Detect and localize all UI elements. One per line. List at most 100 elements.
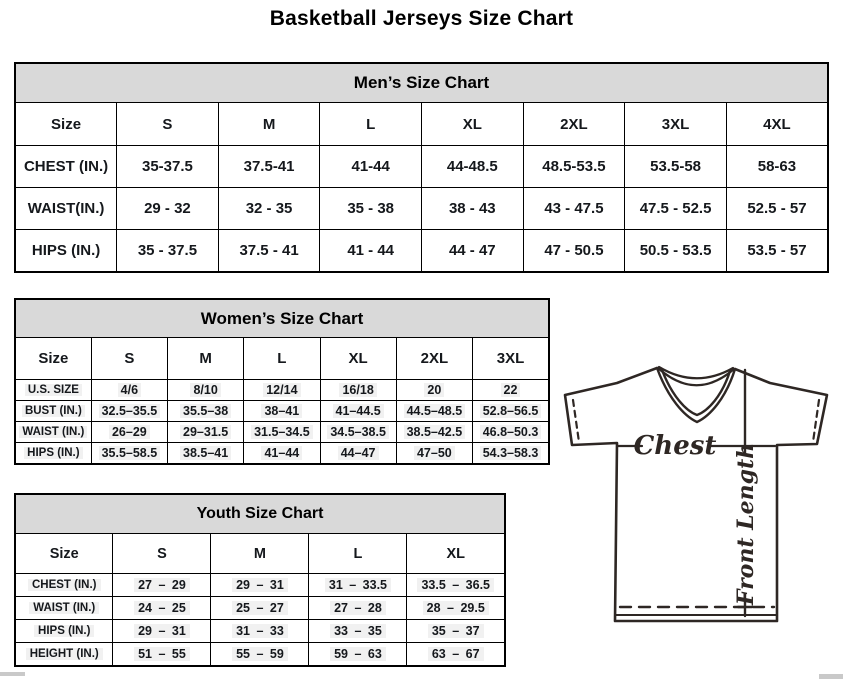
womens-cell: 47–50 [395,442,474,465]
mens-table-title-row: Men’s Size Chart [14,62,829,103]
mens-row-label: WAIST(IN.) [14,187,118,230]
chest-label: Chest [634,431,717,461]
womens-cell: 44.5–48.5 [395,400,474,422]
youth-cell: 27 – 29 [112,573,212,597]
horizontal-scrollbar-thumb[interactable] [0,672,25,676]
youth-cell: 29 – 31 [210,573,310,597]
womens-cell: 38.5–42.5 [395,421,474,443]
womens-table-row: BUST (IN.) 32.5–35.5 35.5–38 38–41 41–44.5 44… [14,400,550,422]
mens-column-header: 2XL [522,102,626,146]
womens-cell: 12/14 [243,379,321,401]
womens-cell: 4/6 [90,379,169,401]
youth-cell: 33.5 – 36.5 [406,573,506,597]
womens-cell: 35.5–58.5 [90,442,169,465]
page-title: Basketball Jerseys Size Chart [269,7,574,30]
womens-cell: 20 [395,379,474,401]
youth-cell: 59 – 63 [308,642,408,667]
right-cuff-dash-icon [811,398,821,444]
youth-table-row: HEIGHT (IN.) 51 – 55 55 – 59 59 – 63 63 – 67 [14,642,506,667]
mens-cell: 37.5-41 [217,145,321,188]
womens-cell: 29–31.5 [166,421,245,443]
jersey-outline-icon [563,366,829,623]
womens-table-row: U.S. SIZE 4/6 8/10 12/14 16/18 20 22 [14,379,550,401]
womens-column-header: XL [319,337,397,380]
youth-table-row: CHEST (IN.) 27 – 29 29 – 31 31 – 33.5 33.5 –… [14,573,506,597]
womens-cell: 38.5–41 [166,442,245,465]
youth-row-label: WAIST (IN.) [14,596,114,620]
womens-cell: 16/18 [319,379,397,401]
mens-cell: 43 - 47.5 [522,187,626,230]
womens-column-header: S [90,337,169,380]
womens-row-label: BUST (IN.) [14,400,92,422]
mens-header-row: Size S M L XL 2XL 3XL 4XL [14,102,829,146]
mens-row-label: CHEST (IN.) [14,145,118,188]
womens-cell: 44–47 [319,442,397,465]
youth-cell: 31 – 33 [210,619,310,643]
womens-table-row: WAIST (IN.) 26–29 29–31.5 31.5–34.5 34.5–38.… [14,421,550,443]
womens-cell: 22 [472,379,550,401]
mens-column-header: L [319,102,422,146]
mens-cell: 35 - 37.5 [116,229,219,273]
womens-size-table: Women’s Size Chart Size S M L XL 2XL 3XL U.S. SI… [14,298,550,465]
jersey-measurement-diagram: Chest Front Length [556,358,842,632]
womens-table-title: Women’s Size Chart [14,298,550,338]
womens-cell: 32.5–35.5 [90,400,169,422]
mens-cell: 58-63 [725,145,829,188]
mens-size-table: Men’s Size Chart Size S M L XL 2XL 3XL 4XL CHEST … [14,62,829,273]
youth-cell: 33 – 35 [308,619,408,643]
youth-cell: 51 – 55 [112,642,212,667]
mens-column-header: S [116,102,219,146]
womens-cell: 35.5–38 [166,400,245,422]
womens-row-label: HIPS (IN.) [14,442,92,465]
scrollbar-fragment[interactable] [819,674,843,679]
youth-table-title: Youth Size Chart [14,493,506,534]
youth-cell: 31 – 33.5 [308,573,408,597]
front-length-label: Front Length [733,443,759,606]
youth-cell: 25 – 27 [210,596,310,620]
womens-cell: 41–44.5 [319,400,397,422]
youth-table-title-row: Youth Size Chart [14,493,506,534]
mens-cell: 37.5 - 41 [217,229,321,273]
youth-cell: 63 – 67 [406,642,506,667]
womens-table-title-row: Women’s Size Chart [14,298,550,338]
youth-column-header: M [210,533,310,574]
womens-cell: 41–44 [243,442,321,465]
youth-row-label: HEIGHT (IN.) [14,642,114,667]
youth-cell: 24 – 25 [112,596,212,620]
womens-cell: 38–41 [243,400,321,422]
mens-table-row: WAIST(IN.) 29 - 32 32 - 35 35 - 38 38 - 43 43… [14,187,829,230]
womens-column-header: Size [14,337,92,380]
womens-column-header: L [243,337,321,380]
mens-column-header: M [217,102,321,146]
womens-cell: 34.5–38.5 [319,421,397,443]
mens-table-row: CHEST (IN.) 35-37.5 37.5-41 41-44 44-48.5 48.… [14,145,829,188]
womens-cell: 46.8–50.3 [472,421,550,443]
youth-cell: 28 – 29.5 [406,596,506,620]
youth-table-row: WAIST (IN.) 24 – 25 25 – 27 27 – 28 28 – 29.… [14,596,506,620]
womens-row-label: U.S. SIZE [14,379,92,401]
mens-cell: 47.5 - 52.5 [624,187,727,230]
youth-column-header: S [112,533,212,574]
womens-column-header: 2XL [395,337,474,380]
mens-cell: 52.5 - 57 [725,187,829,230]
youth-cell: 35 – 37 [406,619,506,643]
youth-cell: 29 – 31 [112,619,212,643]
mens-column-header: XL [421,102,524,146]
youth-column-header: L [308,533,408,574]
left-cuff-dash-icon [571,398,581,444]
youth-row-label: CHEST (IN.) [14,573,114,597]
mens-cell: 41-44 [319,145,422,188]
mens-cell: 44 - 47 [421,229,524,273]
youth-row-label: HIPS (IN.) [14,619,114,643]
womens-column-header: M [166,337,245,380]
mens-cell: 32 - 35 [217,187,321,230]
mens-cell: 35 - 38 [319,187,422,230]
womens-row-label: WAIST (IN.) [14,421,92,443]
mens-cell: 44-48.5 [421,145,524,188]
mens-column-header: Size [14,102,118,146]
mens-cell: 53.5-58 [624,145,727,188]
youth-cell: 27 – 28 [308,596,408,620]
mens-table-title: Men’s Size Chart [14,62,829,103]
mens-cell: 50.5 - 53.5 [624,229,727,273]
front-length-line-icon [736,368,754,618]
